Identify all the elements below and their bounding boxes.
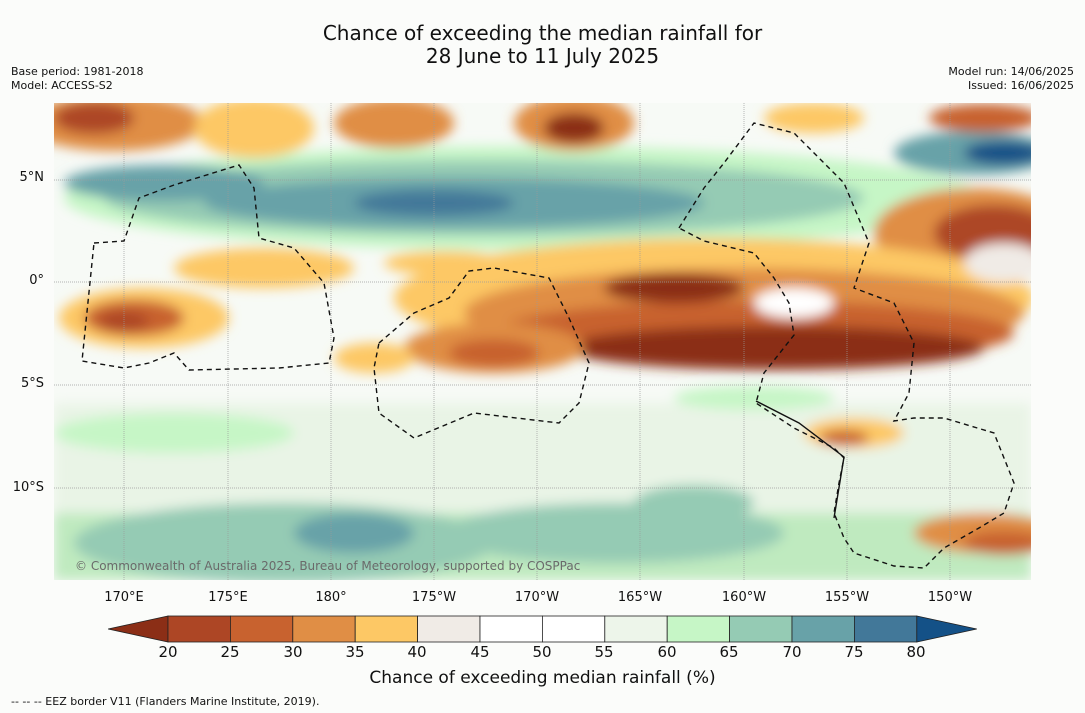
cb-tick-70: 70 [782, 643, 802, 661]
colorbar-segment [791, 615, 855, 643]
cb-tick-35: 35 [345, 643, 365, 661]
lat-label-5s: 5°S [20, 376, 44, 391]
colorbar-segment [230, 615, 294, 643]
colorbar-segment [854, 615, 918, 643]
cb-tick-30: 30 [283, 643, 303, 661]
map-title-line2: 28 June to 11 July 2025 [425, 44, 660, 68]
colorbar-segment [417, 615, 481, 643]
colorbar [108, 615, 977, 643]
cb-tick-60: 60 [657, 643, 677, 661]
colorbar-segment [666, 615, 731, 643]
lon-label-175e: 175°E [208, 590, 248, 605]
lon-label-165w: 165°W [617, 590, 663, 605]
lon-label-180: 180° [315, 590, 347, 605]
map-title-line1: Chance of exceeding the median rainfall … [322, 21, 763, 45]
meta-left: Base period: 1981-2018 Model: ACCESS-S2 [11, 65, 143, 93]
lon-label-170w: 170°W [514, 590, 560, 605]
eez-solid-border [755, 400, 845, 519]
copyright-notice: © Commonwealth of Australia 2025, Bureau… [75, 559, 581, 573]
eez-borders [81, 122, 1015, 569]
cb-tick-80: 80 [906, 643, 926, 661]
colorbar-segment [354, 615, 418, 643]
lon-label-175w: 175°W [411, 590, 457, 605]
cb-tick-20: 20 [158, 643, 178, 661]
base-period: Base period: 1981-2018 [11, 65, 144, 78]
colorbar-extend-low [108, 615, 169, 643]
meta-right: Model run: 14/06/2025 Issued: 16/06/2025 [948, 65, 1074, 93]
cb-tick-45: 45 [470, 643, 490, 661]
map-svg [54, 103, 1031, 580]
model-name: Model: ACCESS-S2 [11, 79, 113, 92]
lon-label-160w: 160°W [721, 590, 767, 605]
lat-label-10s: 10°S [12, 480, 44, 495]
colorbar-segment [292, 615, 356, 643]
colorbar-segment [167, 615, 231, 643]
colorbar-segment [729, 615, 793, 643]
cb-tick-55: 55 [594, 643, 614, 661]
rainfall-map [54, 103, 1031, 580]
colorbar-extend-high [916, 615, 977, 643]
lon-label-150w: 150°W [927, 590, 973, 605]
model-run: Model run: 14/06/2025 [948, 65, 1074, 78]
colorbar-segment [604, 615, 668, 643]
colorbar-title: Chance of exceeding median rainfall (%) [369, 668, 716, 688]
lon-label-170e: 170°E [104, 590, 144, 605]
lat-label-5n: 5°N [19, 170, 45, 185]
rainfall-field [54, 103, 1031, 580]
issued-date: Issued: 16/06/2025 [967, 79, 1074, 92]
cb-tick-65: 65 [719, 643, 739, 661]
eez-footnote: -- -- -- EEZ border V11 (Flanders Marine… [11, 695, 320, 708]
cb-tick-25: 25 [220, 643, 240, 661]
lon-label-155w: 155°W [824, 590, 870, 605]
cb-tick-75: 75 [844, 643, 864, 661]
colorbar-segment [541, 615, 606, 643]
cb-tick-50: 50 [532, 643, 552, 661]
colorbar-segment [479, 615, 543, 643]
lat-label-0: 0° [29, 273, 44, 288]
cb-tick-40: 40 [407, 643, 427, 661]
graticule [54, 103, 1031, 580]
